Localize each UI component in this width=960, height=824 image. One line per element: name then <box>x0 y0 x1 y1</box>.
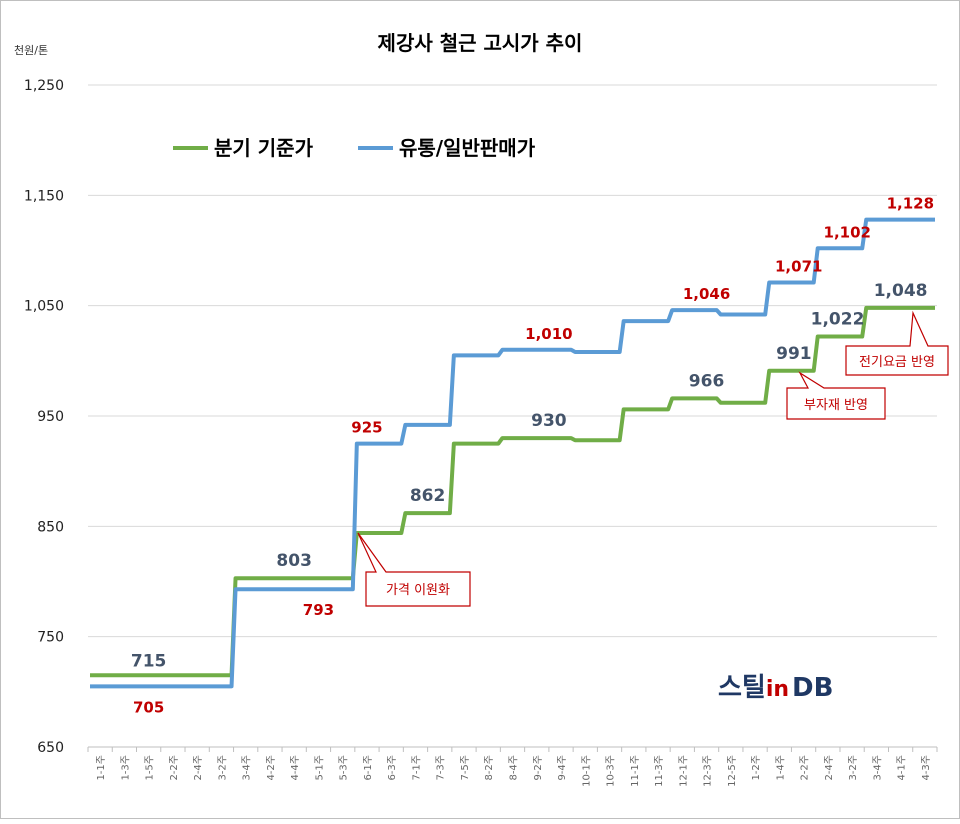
x-tick-label: 3-2주 <box>217 755 228 781</box>
callout-text: 전기요금 반영 <box>859 355 935 370</box>
callout-price-split: 가격 이원화 <box>357 532 471 607</box>
x-tick-label: 4-3주 <box>921 755 932 781</box>
callout-text: 가격 이원화 <box>386 583 450 598</box>
x-tick-label: 7-5주 <box>460 755 471 781</box>
x-tick-label: 12-1주 <box>678 755 689 787</box>
data-label: 1,071 <box>775 257 822 275</box>
data-label: 1,010 <box>525 325 572 343</box>
x-tick-label: 1-1주 <box>96 755 107 781</box>
x-tick-label: 1-4주 <box>775 755 786 781</box>
x-tick-label: 4-4주 <box>290 755 301 781</box>
data-label: 1,102 <box>824 223 871 241</box>
data-label: 715 <box>131 651 167 671</box>
legend-label-blue: 유통/일반판매가 <box>399 136 536 160</box>
x-tick-label: 3-2주 <box>848 755 859 781</box>
x-tick-label: 4-2주 <box>266 755 277 781</box>
x-tick-label: 6-1주 <box>363 755 374 781</box>
callout-box <box>845 310 949 376</box>
legend-label-green: 분기 기준가 <box>214 136 314 160</box>
x-tick-label: 1-3주 <box>120 755 131 781</box>
data-label: 1,048 <box>874 281 928 301</box>
data-label: 1,022 <box>811 310 865 330</box>
data-label: 925 <box>351 419 382 437</box>
x-tick-label: 2-2주 <box>169 755 180 781</box>
x-tick-label: 9-2주 <box>533 755 544 781</box>
callout-electricity: 전기요금 반영 <box>845 310 949 376</box>
x-tick-label: 2-4주 <box>193 755 204 781</box>
x-tick-label: 5-3주 <box>339 755 350 781</box>
unit-label: 천원/톤 <box>14 43 48 57</box>
y-tick-label: 1,050 <box>24 299 64 315</box>
callout-box <box>786 371 886 420</box>
data-labels: 715 803 862 930 966 991 1,022 1,048 705 793 925 1,0… <box>131 195 934 717</box>
x-tick-label: 10-1주 <box>581 755 592 787</box>
data-label: 991 <box>776 344 812 364</box>
x-tick-label: 12-5주 <box>727 755 738 787</box>
chart-title: 제강사 철근 고시가 추이 <box>378 31 583 55</box>
logo-part-b: in <box>766 677 789 702</box>
data-label: 1,046 <box>683 285 730 303</box>
data-label: 705 <box>133 698 164 716</box>
x-tick-label: 8-4주 <box>509 755 520 781</box>
x-tick-label: 4-1주 <box>897 755 908 781</box>
x-tick-label: 1-5주 <box>145 755 156 781</box>
y-tick-label: 850 <box>37 519 64 535</box>
gridlines <box>88 84 937 748</box>
logo-part-a: 스틸 <box>718 673 766 703</box>
y-tick-label: 1,150 <box>24 188 64 204</box>
x-axis: 1-1주 1-3주 1-5주 2-2주 2-4주 3-2주 3-4주 4-2주 4-4주 5-1주… <box>87 747 938 787</box>
data-label: 862 <box>410 486 446 506</box>
y-tick-label: 1,250 <box>24 78 64 94</box>
y-tick-label: 650 <box>37 740 64 756</box>
x-tick-label: 3-4주 <box>242 755 253 781</box>
x-tick-label: 12-3주 <box>703 755 714 787</box>
x-tick-label: 8-2주 <box>484 755 495 781</box>
x-tick-label: 1-2주 <box>751 755 762 781</box>
x-tick-label: 10-3주 <box>606 755 617 787</box>
series-lines <box>90 217 935 689</box>
logo-part-c: DB <box>792 673 833 703</box>
data-label: 930 <box>531 411 567 431</box>
data-label: 793 <box>303 601 334 619</box>
y-axis-ticks: 650 750 850 950 1,050 1,150 1,250 <box>24 78 64 756</box>
x-tick-label: 9-4주 <box>557 755 568 781</box>
x-tick-label: 11-1주 <box>630 755 641 787</box>
x-tick-label: 5-1주 <box>314 755 325 781</box>
series-line-distribution <box>90 217 935 689</box>
x-tick-label: 2-2주 <box>800 755 811 781</box>
callout-text: 부자재 반영 <box>804 398 868 413</box>
data-label: 966 <box>689 371 725 391</box>
x-tick-label: 7-3주 <box>436 755 447 781</box>
x-tick-label: 2-4주 <box>824 755 835 781</box>
data-label: 803 <box>276 551 312 571</box>
x-tick-label: 6-3주 <box>387 755 398 781</box>
x-tick-label: 11-3주 <box>654 755 665 787</box>
callout-box <box>357 532 471 607</box>
y-tick-label: 950 <box>37 409 64 425</box>
y-tick-label: 750 <box>37 630 64 646</box>
data-label: 1,128 <box>887 195 934 213</box>
x-tick-label: 3-4주 <box>872 755 883 781</box>
legend: 분기 기준가 유통/일반판매가 <box>173 136 536 160</box>
x-tick-label: 7-1주 <box>411 755 422 781</box>
callout-materials: 부자재 반영 <box>786 371 886 420</box>
steelin-db-logo: 스틸in DB <box>718 673 833 703</box>
